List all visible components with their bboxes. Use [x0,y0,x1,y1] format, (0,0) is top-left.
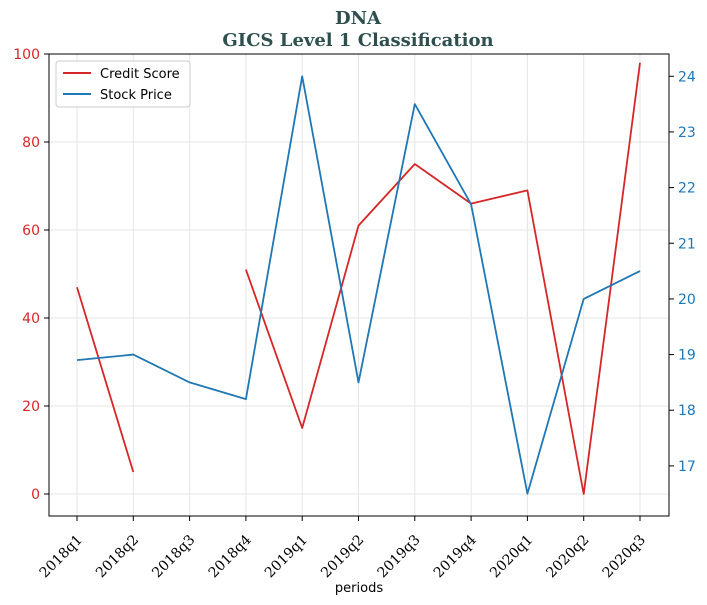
x-tick-label: 2018q3 [149,532,198,581]
right-tick-label: 17 [678,459,696,475]
legend: Credit Score Stock Price [55,60,191,108]
left-tick-label: 0 [31,487,40,503]
x-tick-label: 2019q4 [431,532,480,581]
series-layer [76,62,641,495]
left-axis: 0 20 40 60 80 100 [13,47,49,503]
x-tick-label: 2020q2 [543,532,592,581]
x-tick-label: 2018q1 [37,532,86,581]
chart-subtitle: GICS Level 1 Classification [222,30,493,51]
right-tick-label: 21 [678,236,696,252]
right-tick-label: 23 [678,125,696,141]
x-tick-label: 2019q3 [374,532,423,581]
x-tick-label: 2019q1 [262,532,311,581]
x-axis-label: periods [335,581,383,596]
x-tick-label: 2019q2 [318,532,367,581]
left-tick-label: 40 [22,311,40,327]
left-tick-label: 80 [22,135,40,151]
x-tick-label: 2018q4 [206,532,255,581]
x-axis: 2018q1 2018q2 2018q3 2018q4 2019q1 2019q2 2019… [37,516,649,581]
series-line-credit-score [245,62,641,495]
x-tick-label: 2020q1 [487,532,536,581]
chart-title: DNA [335,8,382,29]
right-tick-label: 20 [678,292,696,308]
right-tick-label: 24 [678,69,696,85]
right-tick-label: 22 [678,181,696,197]
legend-label-stock-price: Stock Price [100,88,172,103]
x-tick-label: 2018q2 [93,532,142,581]
right-tick-label: 18 [678,403,696,419]
left-tick-label: 60 [22,223,40,239]
right-tick-label: 19 [678,348,696,364]
x-tick-label: 2020q3 [600,532,649,581]
series-line-stock-price [76,75,641,495]
left-tick-label: 100 [13,47,40,63]
right-axis: 17 18 19 20 21 22 23 24 [669,69,696,475]
series-line-credit-score [76,286,135,473]
left-tick-label: 20 [22,399,40,415]
grid [49,53,669,516]
legend-label-credit-score: Credit Score [100,67,180,82]
